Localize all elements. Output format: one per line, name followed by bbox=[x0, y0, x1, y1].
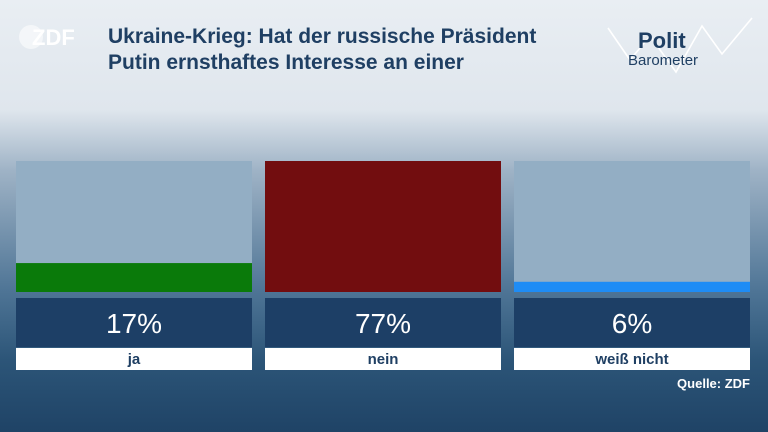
bar bbox=[265, 161, 501, 292]
category-label-bg bbox=[16, 348, 252, 370]
category-label: ja bbox=[127, 351, 141, 368]
bar bbox=[16, 263, 252, 292]
source-note: Quelle: ZDF bbox=[677, 376, 750, 391]
category-label-bg bbox=[265, 348, 501, 370]
politbarometer-logo-word-1: Polit bbox=[638, 28, 686, 53]
category-label: weiß nicht bbox=[594, 351, 668, 368]
value-panel bbox=[514, 298, 750, 347]
value-panel bbox=[265, 298, 501, 347]
data-label: 77% bbox=[355, 308, 411, 339]
data-label: 17% bbox=[106, 308, 162, 339]
bar-track bbox=[514, 161, 750, 292]
chart-title-line-2: Putin ernsthaftes Interesse an einer bbox=[108, 51, 464, 74]
bar bbox=[514, 281, 750, 292]
zdf-logo-text: ZDF bbox=[32, 25, 75, 50]
chart-title: Ukraine-Krieg: Hat der russische Präside… bbox=[108, 24, 588, 76]
barometer-line-icon bbox=[607, 17, 753, 74]
value-panel bbox=[16, 298, 252, 347]
politbarometer-logo-word-2: Barometer bbox=[628, 52, 698, 69]
category-label-bg bbox=[514, 348, 750, 370]
politbarometer-logo: Polit Barometer bbox=[607, 17, 753, 74]
chart-title-line-1: Ukraine-Krieg: Hat der russische Präside… bbox=[108, 25, 537, 48]
category-label: nein bbox=[368, 351, 399, 368]
zdf-logo: ZDF bbox=[19, 25, 75, 50]
data-label: 6% bbox=[612, 308, 652, 339]
